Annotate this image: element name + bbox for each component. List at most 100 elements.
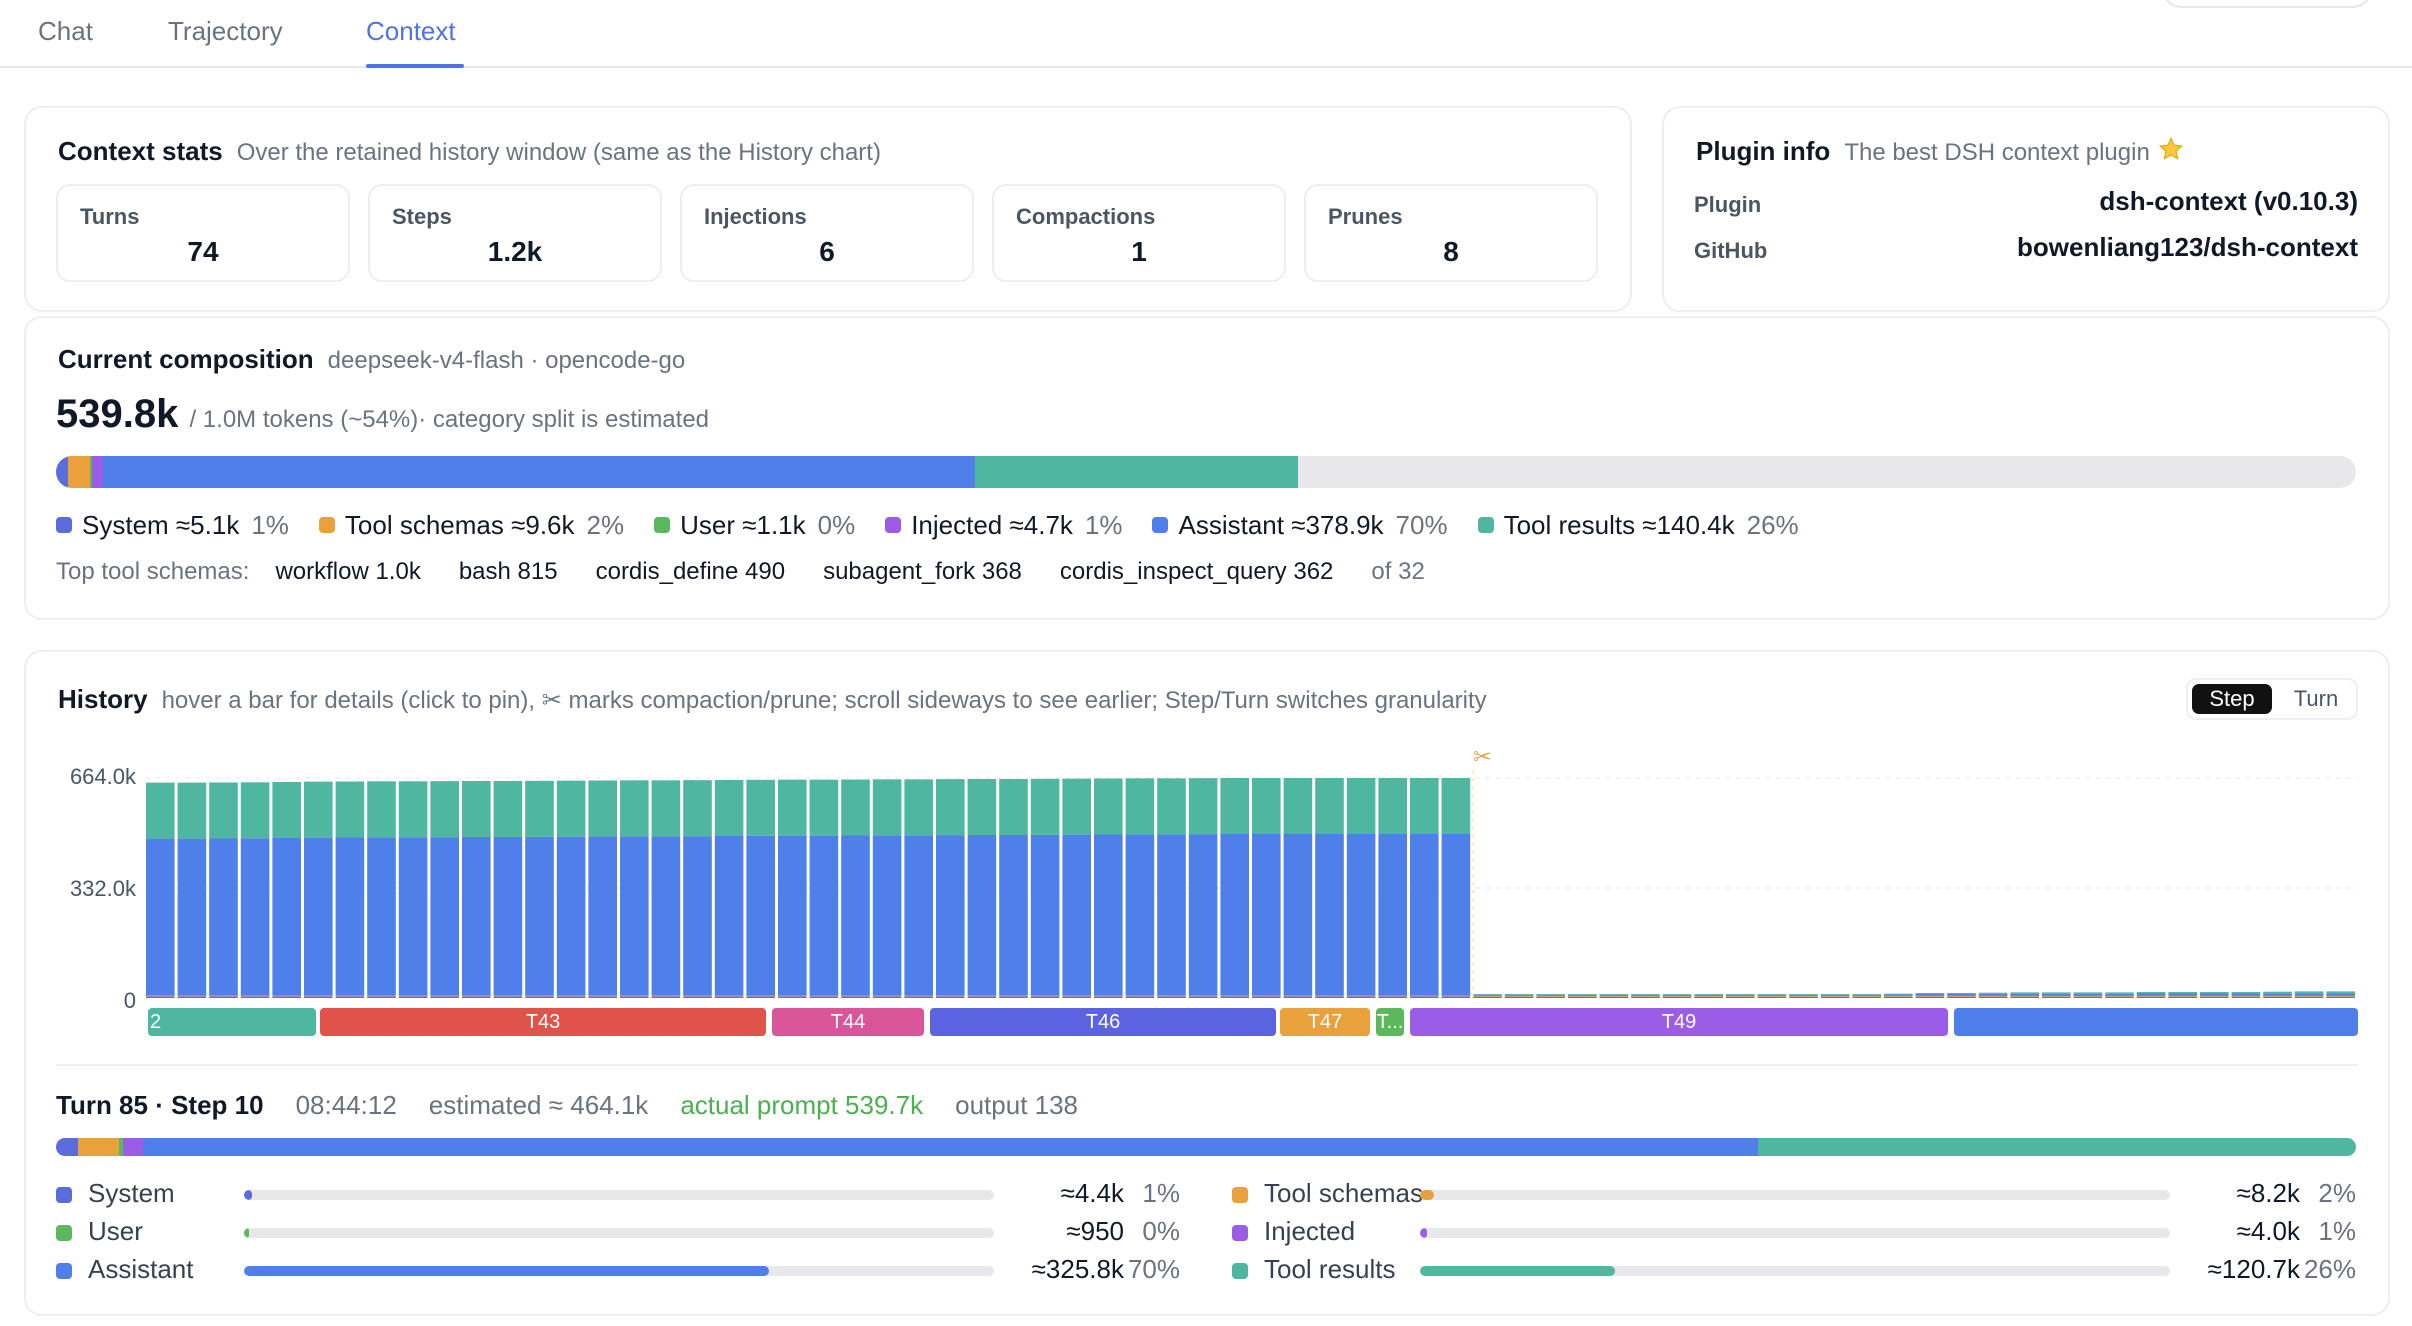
history-bar[interactable] — [335, 781, 365, 998]
history-bar[interactable] — [967, 778, 997, 998]
history-bar[interactable] — [556, 780, 586, 998]
bar-segment-system — [1473, 996, 1502, 998]
history-bar[interactable] — [1378, 778, 1407, 998]
composition-segment-user[interactable] — [89, 456, 93, 488]
history-bar[interactable] — [2326, 991, 2355, 998]
history-bar[interactable] — [651, 780, 681, 998]
history-bar[interactable] — [2042, 992, 2071, 998]
composition-segment-system[interactable] — [56, 456, 68, 488]
github-value[interactable]: bowenliang123/dsh-context — [2017, 232, 2358, 262]
history-bar[interactable] — [1283, 778, 1313, 998]
top-right-control[interactable] — [2162, 0, 2372, 8]
history-bar[interactable] — [1157, 778, 1186, 998]
history-bar[interactable] — [462, 780, 491, 998]
history-bar[interactable] — [240, 782, 270, 998]
history-bar[interactable] — [1694, 994, 1723, 998]
history-bar[interactable] — [1568, 994, 1597, 998]
history-bar[interactable] — [1662, 994, 1692, 998]
history-bar[interactable] — [683, 780, 712, 998]
history-bar[interactable] — [999, 778, 1028, 998]
history-bar[interactable] — [2010, 992, 2039, 998]
bar-segment-tool-schemas — [778, 995, 807, 997]
history-bar[interactable] — [430, 781, 459, 998]
composition-segment-tool-schemas[interactable] — [67, 456, 90, 488]
history-bar[interactable] — [746, 779, 775, 998]
breakdown-value: ≈120.7k — [2207, 1254, 2300, 1284]
breakdown-swatch — [56, 1187, 72, 1203]
history-bar[interactable] — [1504, 994, 1534, 998]
history-bar[interactable] — [1062, 778, 1091, 998]
history-bar[interactable] — [2294, 991, 2324, 998]
step-segment-user — [118, 1138, 124, 1156]
history-bar[interactable] — [2136, 992, 2166, 998]
history-bar[interactable] — [1947, 993, 1976, 998]
turn-label[interactable]: T47 — [1280, 1008, 1370, 1036]
history-bar[interactable] — [2073, 992, 2103, 998]
history-bar[interactable] — [1820, 994, 1850, 998]
history-chart[interactable]: ✂ — [146, 740, 2358, 1040]
compaction-marker[interactable]: ✂ — [1473, 745, 1491, 770]
history-bar[interactable] — [1884, 993, 1913, 998]
tab-context[interactable]: Context — [366, 16, 456, 46]
history-bar[interactable] — [1252, 778, 1281, 998]
history-bar[interactable] — [778, 779, 807, 998]
composition-segment-tool-results[interactable] — [975, 456, 1298, 488]
history-bar[interactable] — [367, 781, 396, 998]
history-bar[interactable] — [1030, 778, 1060, 998]
turn-label[interactable]: T... — [1376, 1008, 1404, 1036]
history-bar[interactable] — [2263, 991, 2292, 998]
history-bar[interactable] — [1315, 778, 1344, 998]
history-bar[interactable] — [272, 781, 301, 998]
tab-trajectory[interactable]: Trajectory — [168, 16, 283, 46]
history-bar[interactable] — [809, 779, 839, 998]
history-bar[interactable] — [146, 782, 175, 998]
history-bar[interactable] — [1441, 778, 1471, 998]
history-bar[interactable] — [1789, 994, 1818, 998]
history-bar[interactable] — [2105, 992, 2134, 998]
history-bar[interactable] — [1757, 994, 1787, 998]
step-toggle-button[interactable]: Step — [2192, 684, 2272, 714]
history-bar[interactable] — [714, 779, 744, 998]
history-bar[interactable] — [1852, 994, 1881, 998]
history-bar[interactable] — [2200, 992, 2229, 998]
turn-label[interactable]: T49 — [1410, 1008, 1948, 1036]
turn-label[interactable]: T46 — [930, 1008, 1276, 1036]
turn-label[interactable] — [1954, 1008, 2358, 1036]
history-bar[interactable] — [304, 781, 333, 998]
history-bar[interactable] — [841, 779, 870, 998]
history-bar[interactable] — [1410, 778, 1439, 998]
history-bar[interactable] — [1726, 994, 1755, 998]
history-bar[interactable] — [1094, 778, 1123, 998]
history-bar[interactable] — [177, 782, 207, 998]
history-bar[interactable] — [398, 781, 428, 998]
history-bar[interactable] — [1915, 993, 1945, 998]
history-bar[interactable] — [525, 780, 554, 998]
history-bar[interactable] — [2168, 992, 2197, 998]
history-bar[interactable] — [1220, 778, 1249, 998]
history-bar[interactable] — [2231, 992, 2261, 998]
history-bar[interactable] — [1473, 994, 1502, 998]
turn-label[interactable]: T43 — [320, 1008, 766, 1036]
history-bar[interactable] — [1125, 778, 1155, 998]
history-bar[interactable] — [904, 779, 933, 998]
history-bar[interactable] — [1631, 994, 1660, 998]
tab-chat[interactable]: Chat — [38, 16, 93, 46]
history-bar[interactable] — [620, 780, 649, 998]
history-bar[interactable] — [1188, 778, 1218, 998]
history-bar[interactable] — [209, 782, 238, 998]
turn-toggle-button[interactable]: Turn — [2293, 686, 2339, 711]
history-bar[interactable] — [1536, 994, 1565, 998]
turn-label[interactable]: 2 — [148, 1008, 316, 1036]
composition-segment-assistant[interactable] — [103, 456, 976, 488]
composition-bar[interactable] — [56, 456, 2356, 488]
history-bar[interactable] — [1599, 994, 1629, 998]
history-bar[interactable] — [1978, 992, 2008, 998]
composition-segment-injected[interactable] — [92, 456, 104, 488]
history-bar[interactable] — [493, 780, 523, 998]
bar-segment-system — [430, 996, 459, 998]
turn-label[interactable]: T44 — [772, 1008, 924, 1036]
history-bar[interactable] — [936, 779, 965, 998]
history-bar[interactable] — [872, 779, 902, 998]
history-bar[interactable] — [588, 780, 617, 998]
history-bar[interactable] — [1346, 778, 1376, 998]
